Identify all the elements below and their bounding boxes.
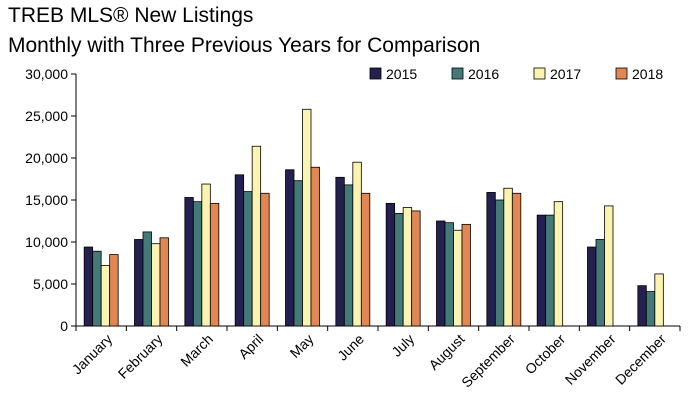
x-tick-label: April xyxy=(235,331,266,362)
bar-2017-february xyxy=(151,243,161,327)
x-tick-label: November xyxy=(562,331,619,388)
legend-swatch-2018 xyxy=(615,67,628,80)
x-tick-label: August xyxy=(425,331,467,373)
bar-2016-january xyxy=(92,250,102,327)
legend-label-2015: 2015 xyxy=(386,66,417,82)
bar-2017-september xyxy=(503,187,513,327)
bar-2016-november xyxy=(595,239,605,327)
bar-2016-april xyxy=(243,191,253,327)
bar-2018-april xyxy=(260,192,270,327)
bar-2016-august xyxy=(444,222,454,327)
bar-2017-april xyxy=(251,145,262,327)
bar-2015-may xyxy=(285,169,295,327)
y-tick-label: 30,000 xyxy=(25,66,68,82)
bar-2015-december xyxy=(637,285,647,327)
legend-label-2016: 2016 xyxy=(468,66,499,82)
bar-2015-january xyxy=(83,246,94,327)
x-tick-label: October xyxy=(522,331,569,378)
x-tick-label: July xyxy=(388,331,417,360)
bar-2016-july xyxy=(394,213,404,327)
legend-label-2018: 2018 xyxy=(632,66,663,82)
x-tick-label: December xyxy=(612,331,669,388)
chart-title: TREB MLS® New Listings xyxy=(8,4,254,27)
legend-label-2017: 2017 xyxy=(550,66,581,82)
bar-2017-december xyxy=(654,273,664,327)
bar-2018-august xyxy=(461,223,471,327)
legend: 2015 2016 2017 2018 xyxy=(369,66,663,82)
x-tick-label: March xyxy=(177,331,216,370)
bars xyxy=(83,108,664,327)
y-tick-label: 5,000 xyxy=(33,276,68,292)
bar-2017-may xyxy=(302,108,312,327)
x-tick-label: June xyxy=(334,331,367,364)
bar-2015-august xyxy=(436,220,446,327)
bar-2015-april xyxy=(234,174,245,327)
bar-2015-september xyxy=(486,192,496,327)
bar-2017-november xyxy=(604,205,614,327)
chart-subtitle: Monthly with Three Previous Years for Co… xyxy=(8,34,481,57)
y-tick-label: 20,000 xyxy=(25,150,68,166)
bar-2017-july xyxy=(402,207,413,327)
y-tick-label: 25,000 xyxy=(25,108,68,124)
bar-2016-may xyxy=(293,180,303,327)
bar-2015-july xyxy=(385,202,396,327)
x-tick-label: January xyxy=(69,331,116,378)
bar-2015-march xyxy=(184,197,194,327)
bar-2016-september xyxy=(494,199,505,327)
bar-2018-may xyxy=(310,166,320,327)
bar-2015-june xyxy=(335,176,345,327)
bar-2015-february xyxy=(134,239,144,327)
bar-2018-february xyxy=(159,237,169,327)
bar-2016-march xyxy=(192,201,203,327)
bar-2018-march xyxy=(209,202,220,327)
bar-2017-march xyxy=(201,183,211,327)
bar-2015-october xyxy=(536,214,547,327)
bar-2017-june xyxy=(352,161,362,327)
bar-2015-november xyxy=(587,246,597,327)
bar-2018-january xyxy=(109,254,119,327)
bar-2018-september xyxy=(511,192,522,327)
bar-2016-june xyxy=(343,184,354,327)
bar-2016-february xyxy=(142,231,152,327)
x-tick-label: February xyxy=(115,331,166,382)
y-tick-label: 15,000 xyxy=(25,192,68,208)
x-tick-label: May xyxy=(287,331,317,361)
bar-2017-january xyxy=(100,265,111,327)
bar-2016-october xyxy=(545,214,555,327)
legend-swatch-2017 xyxy=(533,67,546,80)
bar-2016-december xyxy=(645,291,656,327)
legend-swatch-2016 xyxy=(451,67,464,80)
bar-2018-july xyxy=(411,210,421,327)
bar-2018-june xyxy=(360,192,371,327)
y-tick-label: 0 xyxy=(60,318,68,334)
legend-swatch-2015 xyxy=(369,67,382,80)
bar-2017-august xyxy=(453,229,463,327)
bar-2017-october xyxy=(553,201,564,327)
y-tick-label: 10,000 xyxy=(25,234,68,250)
x-tick-label: September xyxy=(458,331,518,391)
